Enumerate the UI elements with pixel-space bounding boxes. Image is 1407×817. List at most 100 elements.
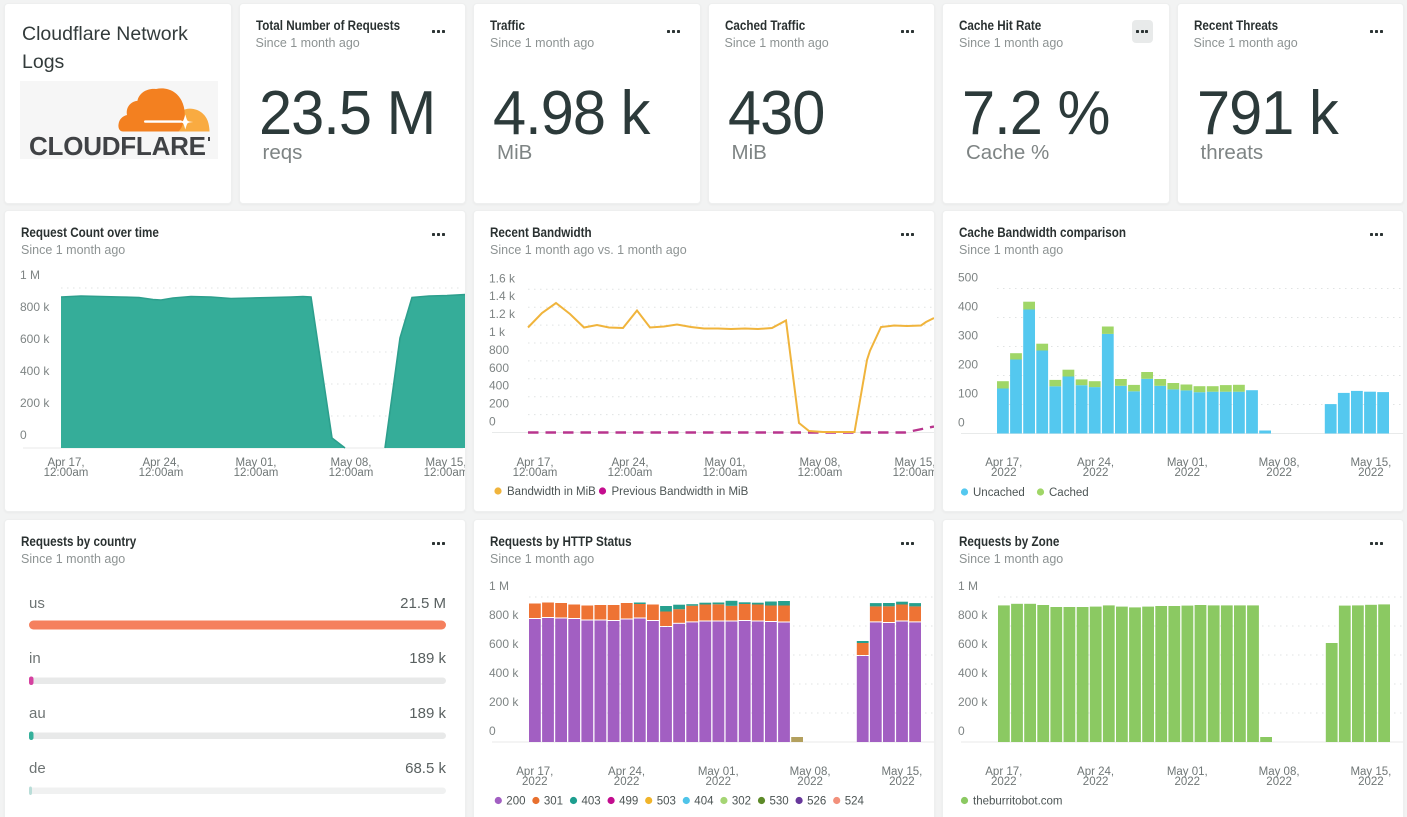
svg-text:Apr 17,: Apr 17, <box>516 457 553 469</box>
svg-text:Apr 24,: Apr 24, <box>1077 457 1114 469</box>
svg-text:800 k: 800 k <box>489 608 519 622</box>
svg-text:Apr 17,: Apr 17, <box>985 457 1022 469</box>
svg-text:May 15,: May 15, <box>895 457 935 469</box>
svg-text:403: 403 <box>582 796 601 808</box>
svg-text:189 k: 189 k <box>409 650 446 667</box>
svg-text:12:00am: 12:00am <box>424 467 466 479</box>
svg-text:May 08,: May 08, <box>1259 766 1300 778</box>
svg-text:400 k: 400 k <box>20 364 50 378</box>
svg-text:200: 200 <box>506 796 525 808</box>
svg-text:May 01,: May 01, <box>236 457 277 469</box>
svg-text:May 15,: May 15, <box>1350 766 1391 778</box>
svg-text:2022: 2022 <box>1266 776 1292 788</box>
svg-text:May 15,: May 15, <box>881 766 922 778</box>
svg-text:2022: 2022 <box>522 776 548 788</box>
svg-text:theburritobot.com: theburritobot.com <box>973 796 1063 808</box>
svg-text:200 k: 200 k <box>958 695 988 709</box>
svg-text:Uncached: Uncached <box>973 487 1025 499</box>
svg-text:12:00am: 12:00am <box>329 467 374 479</box>
svg-text:12:00am: 12:00am <box>798 467 843 479</box>
svg-text:Apr 24,: Apr 24, <box>608 766 645 778</box>
svg-text:1.4 k: 1.4 k <box>489 289 516 303</box>
svg-text:800 k: 800 k <box>958 608 988 622</box>
svg-text:2022: 2022 <box>991 467 1017 479</box>
svg-text:2022: 2022 <box>1358 776 1384 788</box>
svg-text:de: de <box>29 760 46 777</box>
svg-text:May 08,: May 08, <box>1259 457 1300 469</box>
svg-text:300: 300 <box>958 328 978 342</box>
svg-text:12:00am: 12:00am <box>44 467 89 479</box>
svg-text:524: 524 <box>845 796 865 808</box>
svg-text:12:00am: 12:00am <box>139 467 184 479</box>
svg-text:1.2 k: 1.2 k <box>489 307 516 321</box>
svg-text:us: us <box>29 595 45 612</box>
svg-text:May 01,: May 01, <box>705 457 746 469</box>
svg-text:12:00am: 12:00am <box>608 467 653 479</box>
svg-text:12:00am: 12:00am <box>893 467 935 479</box>
svg-text:May 15,: May 15, <box>426 457 466 469</box>
svg-text:Apr 17,: Apr 17, <box>516 766 553 778</box>
svg-text:Previous Bandwidth in MiB: Previous Bandwidth in MiB <box>612 486 749 498</box>
svg-text:200: 200 <box>489 397 509 411</box>
svg-text:12:00am: 12:00am <box>513 467 558 479</box>
svg-text:1 M: 1 M <box>20 268 40 282</box>
svg-text:au: au <box>29 705 46 722</box>
svg-text:68.5 k: 68.5 k <box>405 760 446 777</box>
svg-text:400 k: 400 k <box>489 666 519 680</box>
svg-text:800: 800 <box>489 343 509 357</box>
svg-text:2022: 2022 <box>1083 467 1109 479</box>
svg-text:Apr 24,: Apr 24, <box>611 457 648 469</box>
svg-text:400: 400 <box>958 299 978 313</box>
svg-text:0: 0 <box>958 724 965 738</box>
svg-text:400: 400 <box>489 379 509 393</box>
svg-text:12:00am: 12:00am <box>703 467 748 479</box>
svg-text:1 M: 1 M <box>958 579 978 593</box>
svg-text:2022: 2022 <box>1266 467 1292 479</box>
svg-text:2022: 2022 <box>706 776 732 788</box>
svg-text:0: 0 <box>489 724 496 738</box>
svg-text:600 k: 600 k <box>20 332 50 346</box>
svg-text:526: 526 <box>807 796 826 808</box>
svg-text:1 k: 1 k <box>489 325 506 339</box>
svg-text:1.6 k: 1.6 k <box>489 271 516 285</box>
svg-text:May 15,: May 15, <box>1350 457 1391 469</box>
svg-text:May 08,: May 08, <box>331 457 372 469</box>
svg-text:600: 600 <box>489 361 509 375</box>
svg-text:800 k: 800 k <box>20 300 50 314</box>
svg-text:302: 302 <box>732 796 751 808</box>
svg-text:200 k: 200 k <box>489 695 519 709</box>
svg-text:499: 499 <box>619 796 638 808</box>
svg-text:2022: 2022 <box>1083 776 1109 788</box>
svg-text:2022: 2022 <box>1175 776 1201 788</box>
svg-text:Cached: Cached <box>1049 487 1089 499</box>
svg-text:600 k: 600 k <box>489 637 519 651</box>
svg-text:May 01,: May 01, <box>1167 457 1208 469</box>
svg-text:2022: 2022 <box>1175 467 1201 479</box>
svg-text:301: 301 <box>544 796 563 808</box>
svg-text:2022: 2022 <box>991 776 1017 788</box>
svg-text:200: 200 <box>958 357 978 371</box>
svg-text:1 M: 1 M <box>489 579 509 593</box>
svg-text:May 01,: May 01, <box>1167 766 1208 778</box>
svg-text:Apr 24,: Apr 24, <box>142 457 179 469</box>
svg-text:0: 0 <box>20 428 27 442</box>
svg-text:404: 404 <box>694 796 714 808</box>
svg-text:May 08,: May 08, <box>790 766 831 778</box>
svg-text:500: 500 <box>958 270 978 284</box>
svg-text:21.5 M: 21.5 M <box>400 595 446 612</box>
svg-text:0: 0 <box>958 415 965 429</box>
svg-text:Apr 17,: Apr 17, <box>985 766 1022 778</box>
svg-text:in: in <box>29 650 41 667</box>
svg-text:503: 503 <box>657 796 676 808</box>
svg-text:Apr 24,: Apr 24, <box>1077 766 1114 778</box>
svg-text:400 k: 400 k <box>958 666 988 680</box>
svg-text:530: 530 <box>770 796 789 808</box>
svg-text:200 k: 200 k <box>20 396 50 410</box>
svg-text:2022: 2022 <box>889 776 915 788</box>
svg-text:600 k: 600 k <box>958 637 988 651</box>
svg-text:Apr 17,: Apr 17, <box>47 457 84 469</box>
svg-text:2022: 2022 <box>797 776 823 788</box>
svg-text:0: 0 <box>489 415 496 429</box>
svg-text:100: 100 <box>958 386 978 400</box>
svg-text:May 08,: May 08, <box>800 457 841 469</box>
